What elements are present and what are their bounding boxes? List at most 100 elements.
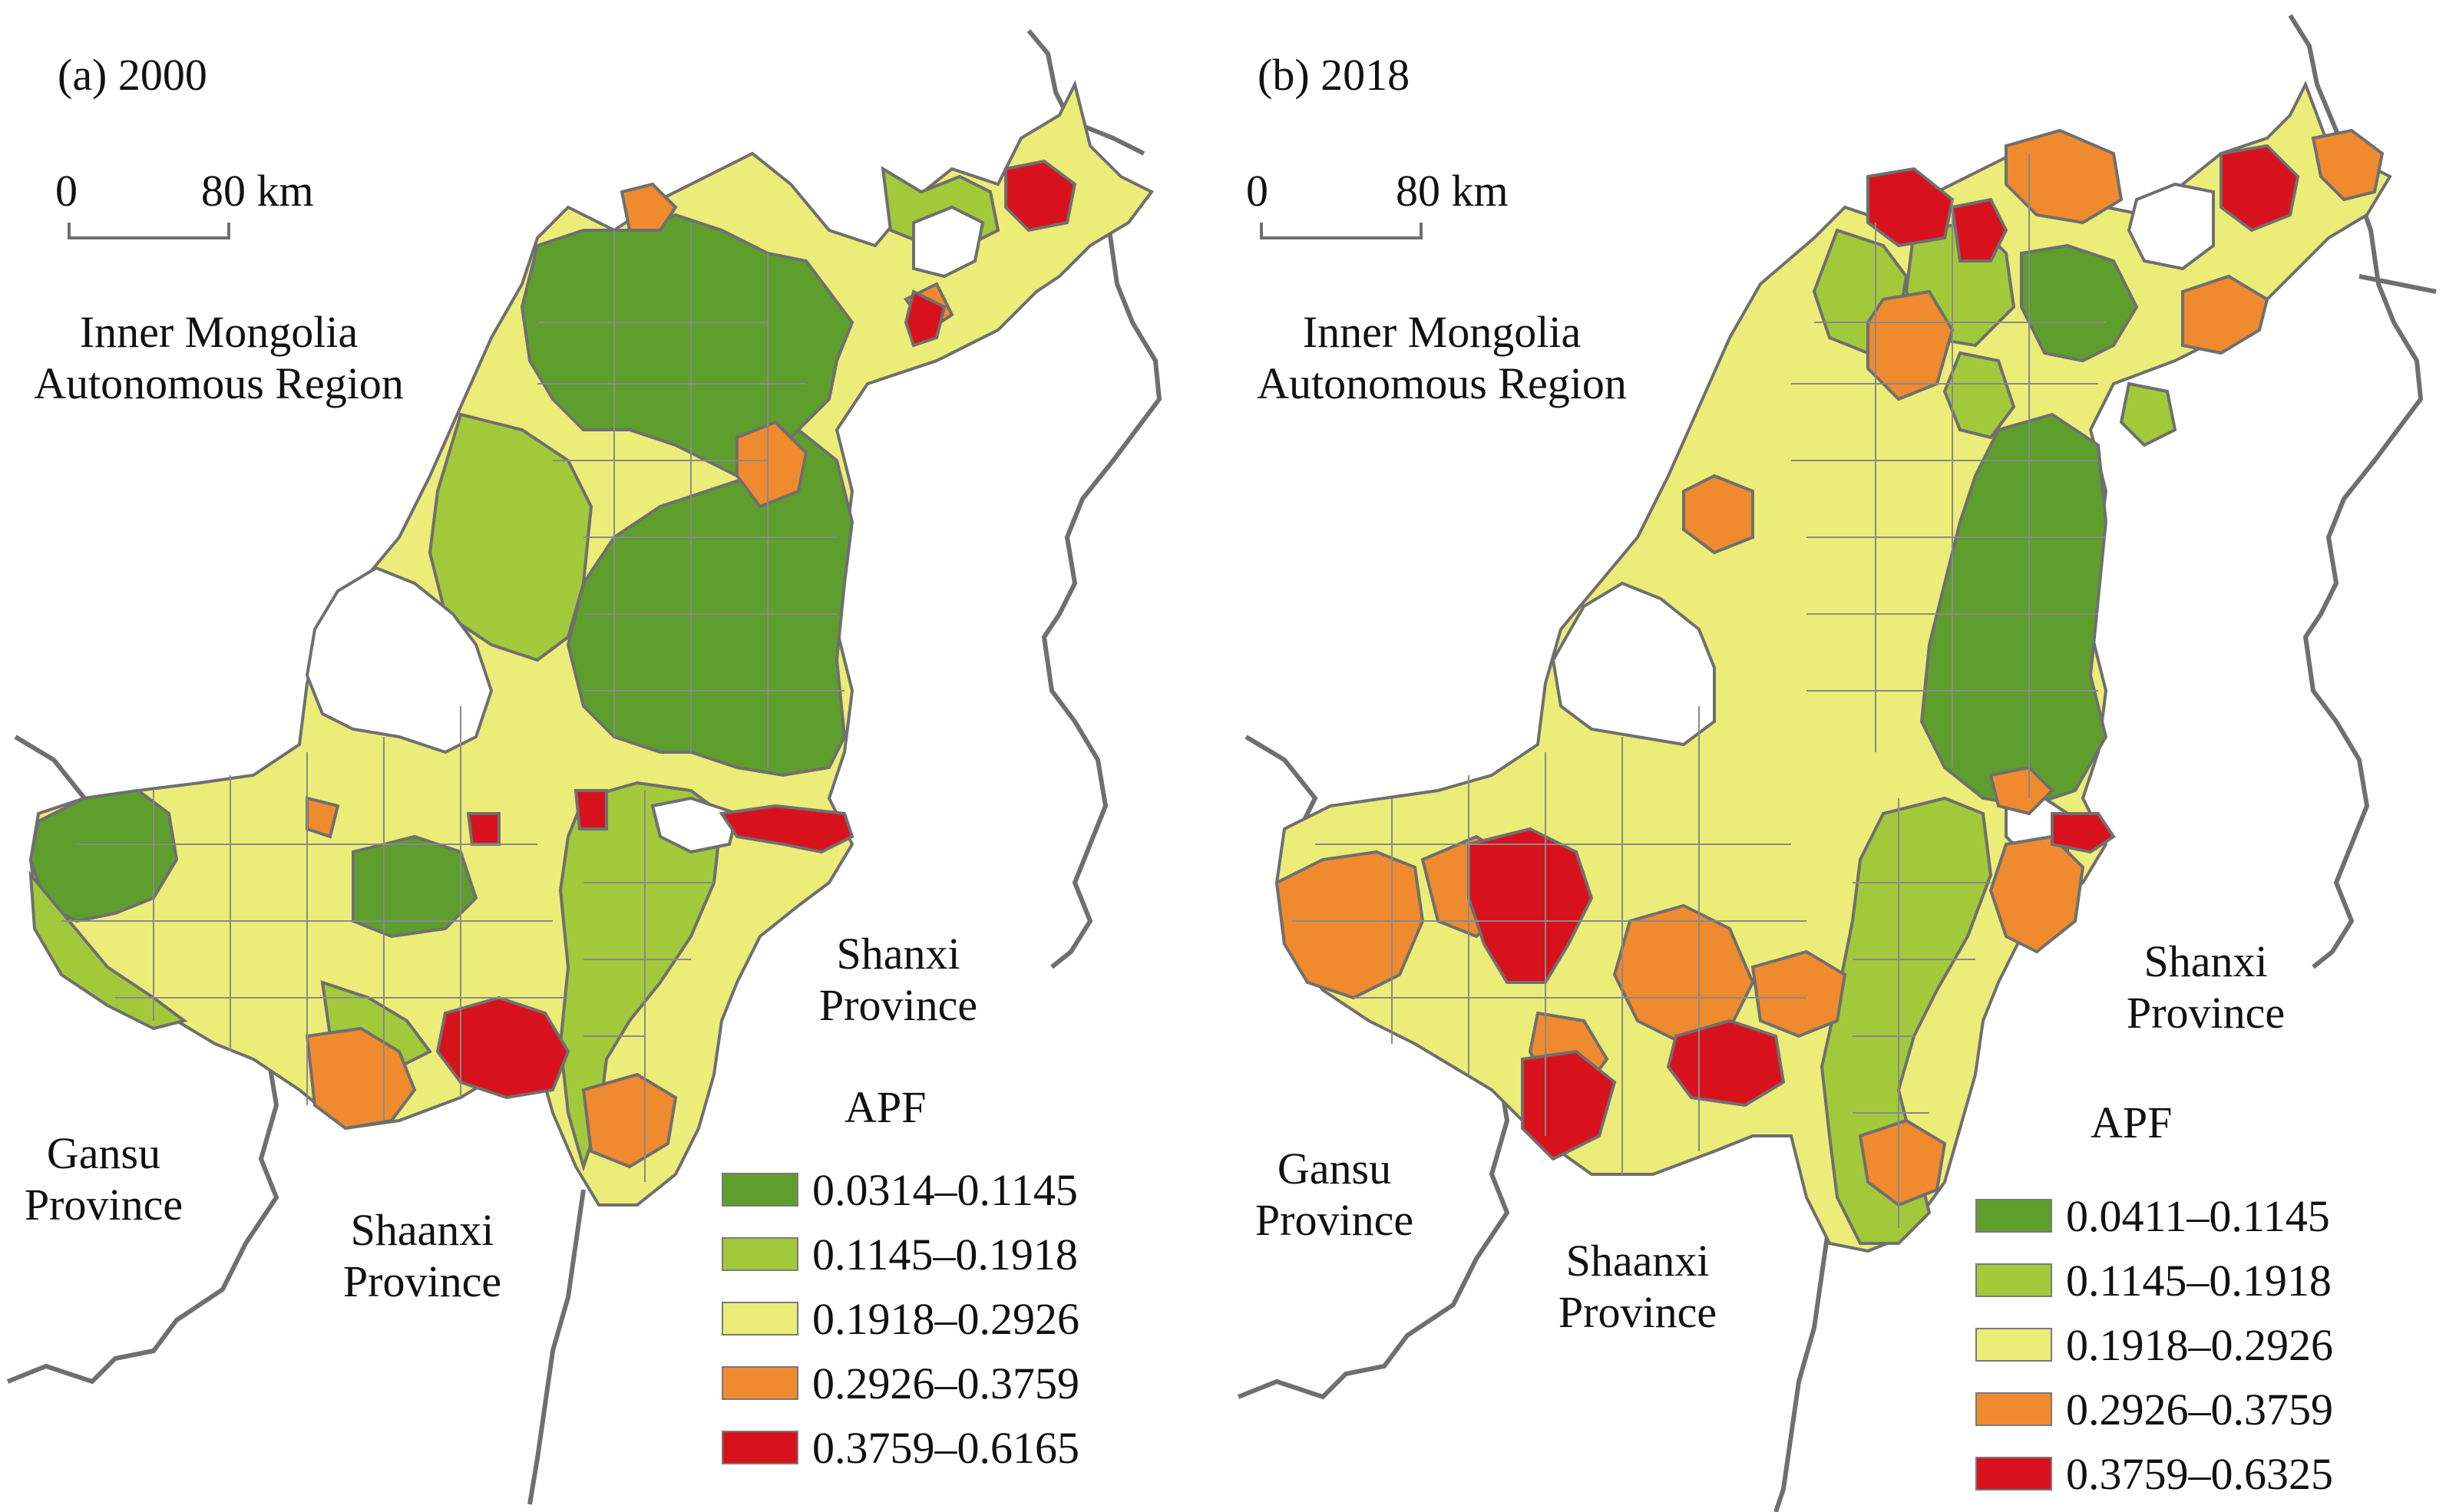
region-label-gansu: Gansu Province (0, 1128, 207, 1230)
apf-class-red (1004, 159, 1077, 233)
region-label-shaanxi: Shaanxi Province (1522, 1236, 1753, 1338)
region-label-shaanxi: Shaanxi Province (307, 1205, 537, 1307)
province-boundary-line (1237, 1074, 1510, 1400)
legend-swatch (1975, 1199, 2052, 1233)
apf-class-orange (735, 420, 808, 509)
legend-range: 0.2926–0.3759 (2066, 1384, 2333, 1434)
scale-bar (68, 223, 230, 239)
region-label-line: Province (2126, 987, 2286, 1038)
legend-item: 0.1145–0.1918 (1975, 1255, 2332, 1306)
region-label-line: Shaanxi (350, 1205, 494, 1255)
apf-class-red (1666, 1018, 1786, 1108)
legend-title: APF (845, 1082, 927, 1132)
province-boundary-line (527, 1189, 586, 1505)
legend-range: 0.2926–0.3759 (812, 1358, 1079, 1408)
apf-class-orange (581, 1072, 678, 1169)
apf-class-orange (2005, 128, 2124, 225)
apf-class-light-green (2119, 381, 2177, 447)
choropleth-map-2000 (6, 29, 1162, 1505)
legend-item: 0.1918–0.2926 (722, 1293, 1079, 1344)
region-label-line: Province (24, 1179, 183, 1230)
legend-item: 0.0314–0.1145 (722, 1164, 1078, 1215)
apf-class-red (1950, 197, 2008, 262)
scale-bar-length-label: 80 km (1396, 166, 1509, 216)
legend-range: 0.1918–0.2926 (2066, 1319, 2333, 1370)
apf-class-orange (1988, 765, 2054, 816)
apf-class-red (1866, 167, 1955, 248)
apf-class-red (904, 289, 947, 348)
apf-class-light-green (428, 412, 593, 662)
apf-class-orange (1858, 1118, 1947, 1207)
legend-swatch (1975, 1263, 2052, 1297)
no-data-area (912, 205, 985, 279)
scale-bar-zero-label: 0 (55, 166, 78, 216)
region-label-line: Gansu (46, 1128, 161, 1178)
province-boundary-line (1773, 1220, 1832, 1512)
region-label-shanxi: Shanxi Province (791, 929, 1006, 1031)
apf-class-red (719, 804, 854, 854)
province-boundary-line (2358, 274, 2437, 294)
apf-class-orange (305, 1026, 417, 1131)
legend-title: APF (2091, 1098, 2173, 1147)
legend-swatch (722, 1173, 798, 1207)
region-label-line: Gansu (1277, 1144, 1392, 1193)
apf-class-light-green (28, 870, 188, 1031)
region-label-inner-mongolia: Inner Mongolia Autonomous Region (0, 307, 438, 409)
apf-class-orange (1682, 474, 1754, 555)
legend-range: 0.3759–0.6165 (812, 1422, 1079, 1473)
region-label-line: Province (1558, 1286, 1717, 1337)
region-label-line: Shaanxi (1565, 1236, 1710, 1286)
legend-item: 0.2926–0.3759 (1975, 1384, 2333, 1434)
apf-class-orange (1988, 834, 2085, 954)
legend-range: 0.0314–0.1145 (812, 1164, 1078, 1215)
region-label-line: Autonomous Region (34, 358, 404, 408)
legend-range: 0.3759–0.6325 (2066, 1448, 2333, 1499)
apf-class-red (573, 789, 608, 830)
province-boundary-line (1244, 735, 1318, 830)
legend-range: 0.1918–0.2926 (812, 1293, 1079, 1344)
legend-swatch (722, 1431, 798, 1464)
region-label-line: Inner Mongolia (1302, 307, 1582, 357)
region-label-line: Province (818, 979, 978, 1030)
apf-class-orange (1866, 289, 1955, 401)
legend-item: 0.1918–0.2926 (1975, 1319, 2333, 1370)
legend-item: 0.3759–0.6165 (722, 1422, 1079, 1473)
region-label-line: Shanxi (836, 929, 960, 979)
apf-class-dark-green (566, 428, 854, 777)
apf-class-orange (2181, 274, 2269, 355)
legend-range: 0.0411–0.1145 (2066, 1190, 2330, 1241)
scale-bar-length-label: 80 km (201, 166, 314, 216)
scale-bar-zero-label: 0 (1246, 166, 1268, 216)
apf-class-orange (1750, 949, 1847, 1038)
apf-class-red (2051, 812, 2116, 854)
legend-item: 0.1145–0.1918 (722, 1229, 1078, 1279)
apf-class-red (466, 812, 501, 846)
map-panel-2018: (b) 2018 0 80 km Inner Mongolia Autonomo… (1223, 0, 2446, 1512)
legend-range: 0.1145–0.1918 (812, 1229, 1078, 1279)
choropleth-map-2018 (1237, 14, 2437, 1512)
no-data-area (650, 796, 739, 854)
apf-class-red (435, 995, 570, 1100)
map-panel-2000: (a) 2000 0 80 km Inner Mongolia Autonomo… (0, 29, 1162, 1505)
county-boundaries (1292, 154, 2106, 1228)
apf-class-light-green (1942, 351, 2016, 440)
legend-swatch (722, 1302, 798, 1335)
legend-swatch (722, 1366, 798, 1400)
legend-swatch (1975, 1392, 2052, 1426)
region-label-line: Inner Mongolia (79, 307, 359, 357)
legend-item: 0.2926–0.3759 (722, 1358, 1079, 1408)
legend-swatch (722, 1237, 798, 1271)
legend-range: 0.1145–0.1918 (2066, 1255, 2332, 1306)
region-label-shanxi: Shanxi Province (2098, 936, 2313, 1038)
panel-title: (b) 2018 (1258, 50, 1410, 100)
panel-title: (a) 2000 (58, 50, 207, 100)
apf-class-orange (1274, 850, 1425, 1000)
apf-class-orange (2311, 128, 2385, 202)
county-boundaries (61, 223, 845, 1182)
legend-swatch (1975, 1457, 2052, 1491)
legend-swatch (1975, 1328, 2052, 1362)
region-label-line: Autonomous Region (1257, 358, 1627, 408)
apf-class-orange (620, 182, 678, 232)
province-boundary-line (1073, 120, 1145, 156)
